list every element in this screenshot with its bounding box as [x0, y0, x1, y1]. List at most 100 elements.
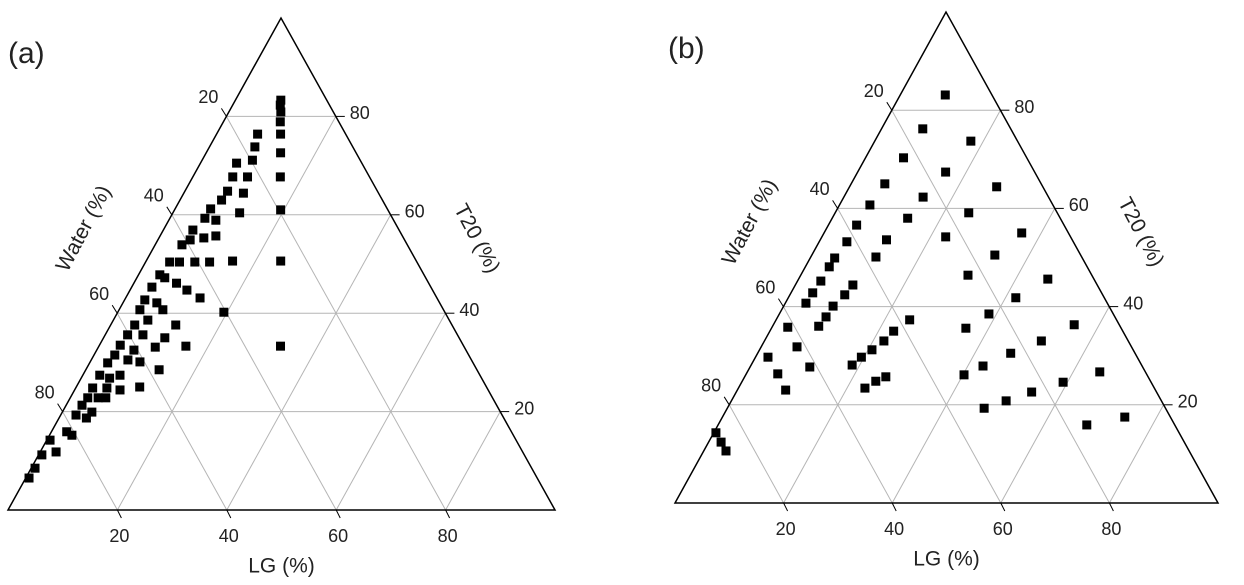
data-point: [160, 273, 170, 283]
data-point: [217, 195, 227, 205]
data-point: [1011, 293, 1021, 303]
data-point: [867, 345, 877, 355]
data-point: [1006, 348, 1016, 358]
axis-title: Water (%): [52, 182, 116, 276]
data-point: [115, 340, 125, 350]
lg-tick-label: 80: [1101, 519, 1121, 539]
data-point: [51, 447, 61, 457]
data-point: [805, 362, 815, 372]
data-point: [243, 172, 253, 182]
data-point: [990, 250, 1000, 260]
data-point: [228, 172, 238, 182]
data-point: [1027, 387, 1037, 397]
data-point: [781, 385, 791, 395]
tick-mark: [57, 403, 64, 412]
t20-tick-label: 20: [514, 398, 534, 418]
data-point: [808, 288, 818, 298]
data-point: [95, 370, 105, 380]
grid-line: [1108, 404, 1165, 504]
data-point: [940, 90, 950, 100]
triangle-frame: [673, 10, 1220, 504]
axis-title: LG (%): [913, 548, 980, 571]
water-tick-label: 60: [755, 277, 775, 297]
data-point: [783, 322, 793, 332]
data-point: [105, 373, 115, 383]
water-tick-label: 80: [35, 382, 55, 402]
data-point: [814, 321, 824, 331]
tick-mark: [166, 206, 173, 216]
data-point: [235, 208, 245, 218]
axis-title: T20 (%): [449, 200, 504, 277]
data-point: [238, 188, 248, 198]
data-point: [77, 400, 87, 410]
axis-title: LG (%): [248, 555, 315, 578]
data-point: [941, 232, 951, 242]
t20-tick-label: 80: [350, 103, 370, 123]
t20-tick-label: 60: [1069, 195, 1089, 215]
tick-mark: [1108, 502, 1114, 512]
data-point: [1058, 377, 1068, 387]
data-point: [984, 309, 994, 319]
data-point: [253, 129, 263, 139]
data-point: [275, 117, 285, 127]
water-tick-label: 60: [89, 284, 109, 304]
data-point: [856, 352, 866, 362]
grid-line: [891, 109, 1110, 504]
data-point: [71, 410, 81, 420]
tick-mark: [783, 502, 789, 512]
data-point: [276, 341, 286, 351]
t20-tick-label: 40: [459, 300, 479, 320]
data-point: [83, 393, 93, 403]
data-point: [160, 333, 170, 343]
data-point: [88, 383, 98, 393]
data-point: [155, 270, 165, 280]
data-point: [1120, 412, 1130, 422]
lg-tick-label: 40: [219, 526, 239, 546]
data-point: [138, 330, 148, 340]
data-point: [941, 167, 951, 177]
data-point: [190, 257, 200, 267]
data-point: [135, 357, 145, 367]
data-point: [276, 148, 286, 158]
panel-label: (b): [668, 32, 705, 65]
data-point: [905, 315, 915, 325]
data-point: [67, 430, 77, 440]
data-point: [250, 142, 260, 152]
lg-tick-label: 80: [438, 526, 458, 546]
data-point: [181, 341, 191, 351]
data-point: [918, 124, 928, 134]
data-point: [842, 237, 852, 247]
water-tick-label: 40: [144, 186, 164, 206]
data-point: [963, 270, 973, 280]
water-tick-label: 20: [864, 81, 884, 101]
data-point: [150, 342, 160, 352]
data-point: [172, 278, 182, 288]
data-point: [123, 330, 133, 340]
data-point: [247, 155, 257, 165]
data-point: [152, 298, 162, 308]
data-point: [879, 336, 889, 346]
data-point: [275, 100, 285, 110]
data-point: [992, 182, 1002, 192]
data-point: [223, 186, 233, 196]
data-point: [45, 435, 55, 445]
data-point: [211, 231, 221, 241]
data-point: [199, 233, 209, 243]
data-point: [276, 107, 286, 117]
tick-mark: [886, 101, 893, 111]
data-point: [773, 369, 783, 379]
lg-tick-label: 20: [109, 526, 129, 546]
grid-line: [62, 411, 118, 511]
t20-tick-label: 40: [1123, 293, 1143, 313]
data-point: [135, 305, 145, 315]
grid-line: [225, 116, 447, 511]
data-point: [175, 257, 185, 267]
data-point: [188, 225, 198, 235]
data-point: [165, 257, 175, 267]
axis-title: Water (%): [718, 175, 782, 269]
data-point: [816, 276, 826, 286]
triangle-frame: [6, 16, 557, 511]
data-point: [899, 153, 909, 163]
data-point: [276, 129, 286, 139]
